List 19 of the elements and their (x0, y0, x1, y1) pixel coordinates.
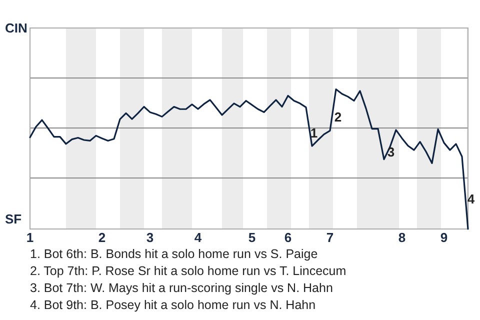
text: 1. Bot 6th: B. Bonds hit a solo home run vs S. Paige (30, 247, 318, 261)
annotation: 2 (334, 110, 342, 125)
x-tick-label: 9 (440, 230, 448, 245)
x-tick-label: 5 (248, 230, 256, 245)
x-tick-label: 8 (398, 230, 406, 245)
text: 4. Bot 9th: B. Posey hit a solo home run vs N. Hahn (30, 298, 316, 312)
annotation: 4 (467, 192, 476, 207)
text: 3. Bot 7th: W. Mays hit a run-scoring single vs N. Hahn (30, 281, 333, 295)
annotation: 3 (387, 144, 395, 160)
x-tick-label: 3 (146, 230, 154, 245)
x-tick-label: 6 (284, 230, 292, 245)
x-tick-label: 1 (26, 230, 34, 245)
annotation: 1 (310, 126, 318, 141)
text: SF (5, 212, 22, 227)
text: 2. Top 7th: P. Rose Sr hit a solo home run vs T. Lincecum (30, 264, 346, 278)
x-tick-label: 2 (98, 230, 106, 245)
x-tick-label: 4 (194, 230, 202, 245)
x-tick-label: 7 (326, 230, 334, 245)
text: CIN (5, 20, 28, 36)
